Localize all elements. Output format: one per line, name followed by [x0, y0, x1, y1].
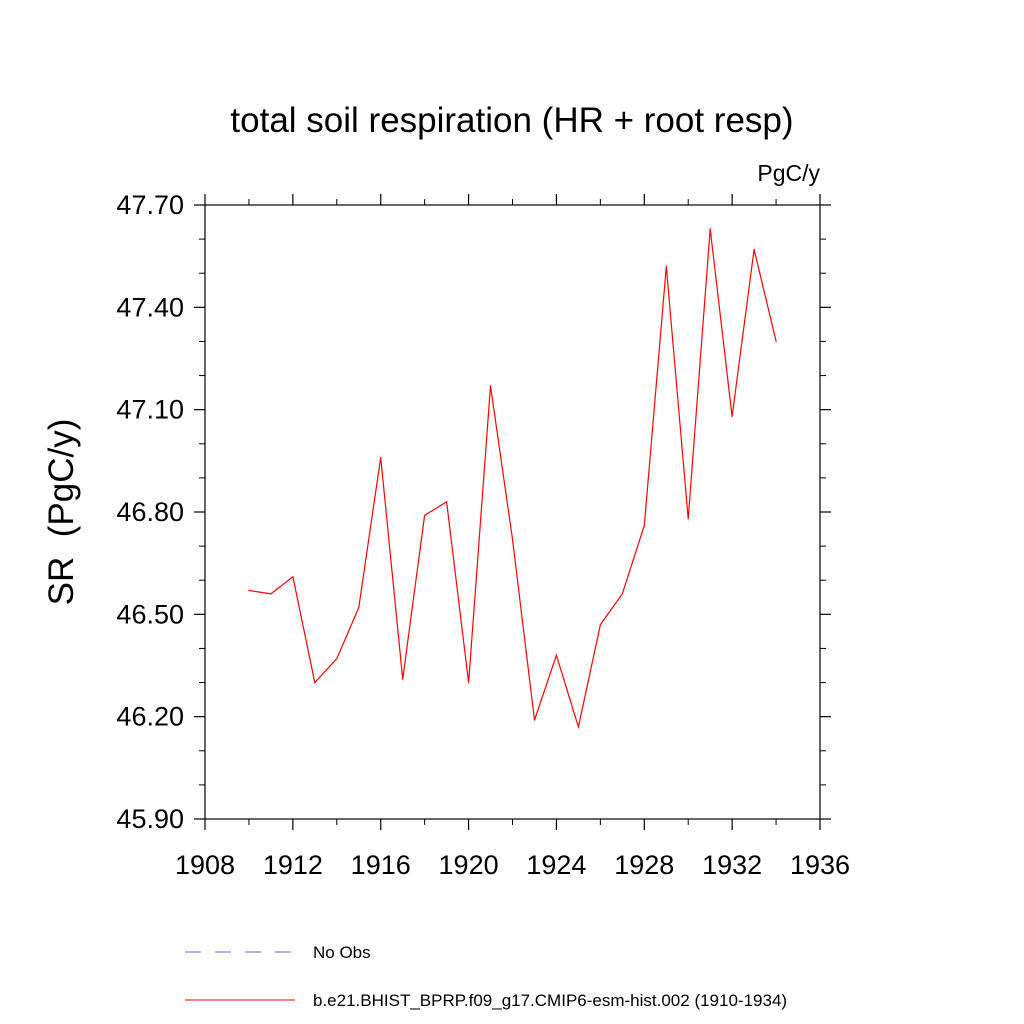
data-point	[599, 623, 601, 626]
data-point	[292, 576, 294, 578]
series-line	[248, 228, 777, 730]
data-point	[709, 228, 711, 230]
data-point	[314, 681, 316, 684]
data-point	[775, 340, 777, 343]
data-point	[577, 726, 579, 728]
y-tick-label: 46.80	[116, 497, 184, 527]
data-point	[643, 525, 645, 527]
legend-label: No Obs	[313, 943, 371, 962]
data-point	[731, 415, 733, 418]
legend: No Obs b.e21.BHIST_BPRP.f09_g17.CMIP6-esm…	[185, 943, 787, 1010]
data-point	[336, 658, 338, 660]
data-point	[687, 518, 689, 520]
y-tick-label: 47.10	[116, 395, 184, 425]
x-tick-label: 1916	[351, 850, 411, 880]
data-point	[424, 514, 426, 517]
y-tick-label: 46.20	[116, 702, 184, 732]
data-point	[358, 606, 360, 609]
data-point	[446, 501, 448, 503]
units-label: PgC/y	[757, 160, 820, 186]
x-tick-label: 1936	[790, 850, 850, 880]
y-tick-label: 45.90	[116, 804, 184, 834]
data-point	[467, 681, 470, 684]
data-point	[380, 456, 382, 459]
x-tick-label: 1932	[702, 850, 762, 880]
data-point	[665, 265, 667, 267]
x-tick-label: 1928	[614, 850, 674, 880]
data-point	[621, 593, 623, 595]
data-point	[511, 538, 514, 540]
x-tick-label: 1924	[526, 850, 586, 880]
data-point	[489, 385, 492, 387]
data-point	[248, 589, 250, 592]
data-point	[270, 593, 272, 595]
series-layer	[248, 228, 777, 730]
data-point	[533, 719, 536, 721]
x-tick-label: 1912	[263, 850, 323, 880]
y-tick-label: 47.70	[116, 190, 184, 220]
x-tick-label: 1920	[439, 850, 499, 880]
y-axis-label: SR (PgC/y)	[42, 419, 81, 606]
x-tick-label: 1908	[175, 850, 235, 880]
data-point	[555, 654, 558, 656]
data-point	[402, 678, 404, 680]
legend-label: b.e21.BHIST_BPRP.f09_g17.CMIP6-esm-hist.…	[313, 991, 787, 1010]
y-tick-label: 47.40	[116, 292, 184, 322]
axis-ticks: 1908 1912 1916 1920 1924 1928 1932 1936 45.90 46.…	[116, 190, 850, 880]
y-tick-label: 46.50	[116, 599, 184, 629]
data-point	[753, 248, 755, 250]
plot-frame	[204, 204, 821, 820]
chart-title: total soil respiration (HR + root resp)	[230, 101, 793, 140]
